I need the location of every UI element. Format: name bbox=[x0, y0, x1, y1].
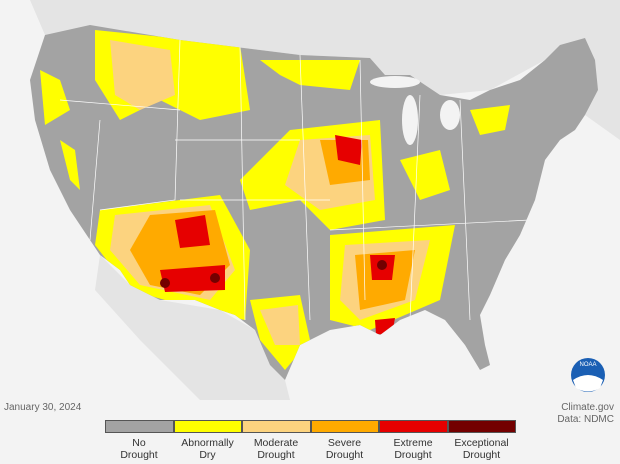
noaa-logo-text: NOAA bbox=[579, 362, 596, 368]
lake-superior bbox=[370, 76, 420, 88]
legend-label-line: Moderate bbox=[253, 437, 299, 449]
legend-label: Severe Drought bbox=[311, 437, 379, 461]
legend-label: No Drought bbox=[105, 437, 173, 461]
extreme-drought-areas bbox=[160, 135, 395, 335]
lake-michigan bbox=[402, 95, 418, 145]
noaa-logo-wave bbox=[573, 375, 603, 392]
legend-label-line: Exceptional bbox=[454, 437, 509, 449]
legend-swatch bbox=[242, 420, 311, 433]
legend-swatch bbox=[310, 420, 379, 433]
legend-swatch bbox=[173, 420, 242, 433]
legend-label: Extreme Drought bbox=[379, 437, 447, 461]
legend-swatch bbox=[447, 420, 516, 433]
legend-label: Abnormally Dry bbox=[174, 437, 242, 461]
mexico bbox=[95, 255, 290, 400]
legend-label-line: Extreme bbox=[393, 437, 433, 449]
legend-swatch bbox=[379, 420, 448, 433]
legend-label-line: No bbox=[132, 437, 146, 449]
legend-label-line: Severe bbox=[327, 437, 362, 449]
legend-label-line: Drought bbox=[120, 449, 158, 461]
legend-label-line: Abnormally bbox=[181, 437, 234, 449]
date: January 30, 2024 bbox=[4, 402, 82, 413]
legend-label-line: Drought bbox=[462, 449, 501, 461]
state-borders bbox=[59, 39, 531, 321]
lake-huron bbox=[440, 100, 460, 130]
legend-swatch bbox=[105, 420, 174, 433]
legend-label-line: Drought bbox=[257, 449, 295, 461]
canada bbox=[30, 0, 620, 140]
legend-label-line: Dry bbox=[199, 449, 216, 461]
legend-label: Exceptional Drought bbox=[448, 437, 516, 461]
legend-label-line: Drought bbox=[394, 449, 432, 461]
legend-label-line: Drought bbox=[325, 449, 364, 461]
legend-label: Moderate Drought bbox=[242, 437, 310, 461]
source: Data: NDMC bbox=[557, 414, 614, 425]
exceptional-drought-areas bbox=[160, 260, 387, 288]
credit: Climate.gov bbox=[561, 402, 614, 413]
